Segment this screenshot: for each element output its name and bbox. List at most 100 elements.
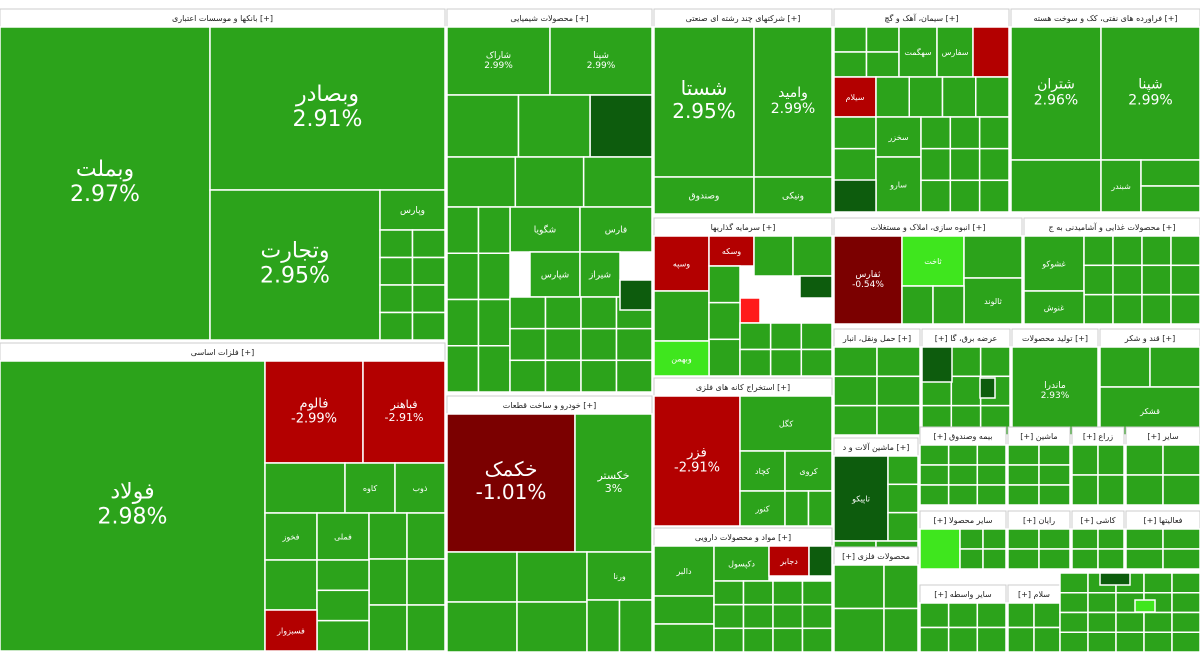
tile-sehgmt[interactable] (898, 26, 938, 78)
inv-a-cell-0-0[interactable] (753, 235, 794, 277)
auto-a-cell-1-0[interactable] (446, 601, 518, 653)
oth-a-cell-0-1[interactable] (1162, 444, 1200, 476)
tile-shpars[interactable] (529, 251, 581, 298)
chem-row2-cell-0-2[interactable] (582, 156, 653, 208)
act-a-cell-0-1[interactable] (1162, 528, 1200, 550)
tile-saro[interactable] (875, 156, 922, 213)
ph-b-cell-0-1[interactable] (742, 580, 774, 606)
agr-a-cell-0-0[interactable] (1071, 444, 1099, 476)
ph-b-cell-2-2[interactable] (772, 627, 804, 653)
ph-b-cell-1-1[interactable] (742, 603, 774, 630)
tile-re-a[interactable] (963, 235, 1023, 279)
cem-dark[interactable] (833, 179, 877, 213)
petro-b-cell-1-0[interactable] (1140, 185, 1200, 213)
tile-a-cell-0-1[interactable] (1097, 528, 1125, 550)
sugar-a-cell-0-0[interactable] (1099, 346, 1151, 388)
auto-a-cell-0-1[interactable] (516, 551, 588, 603)
otp-a-cell-0-1[interactable] (982, 528, 1007, 550)
oth-a-cell-1-1[interactable] (1162, 474, 1200, 506)
cem-b-cell-0-2[interactable] (941, 76, 977, 118)
misc2-a-cell-3-4[interactable] (1171, 631, 1200, 653)
met-b-cell-2-0[interactable] (368, 604, 408, 652)
chem-row1-cell-0-0[interactable] (446, 94, 520, 158)
food-a-cell-0-2[interactable] (1141, 235, 1172, 267)
met-b-cell-2-1[interactable] (406, 604, 446, 652)
cem-a-cell-1-0[interactable] (833, 51, 868, 78)
food-a-cell-2-3[interactable] (1170, 293, 1200, 325)
power-a-cell-1-1[interactable] (950, 375, 982, 407)
misc2-a-cell-0-4[interactable] (1171, 572, 1200, 594)
tile-shiraz[interactable] (579, 251, 621, 298)
tile-varna[interactable] (586, 551, 653, 601)
ins-a-cell-0-0[interactable] (919, 444, 950, 466)
int-a-cell-1-0[interactable] (919, 626, 950, 653)
banks-filler-cell-0-1[interactable] (411, 229, 446, 259)
int-a-cell-0-2[interactable] (976, 602, 1007, 629)
food-a-cell-2-0[interactable] (1083, 293, 1114, 325)
food-a-cell-0-1[interactable] (1112, 235, 1143, 267)
chem-bottom-cell-1-2[interactable] (580, 327, 618, 362)
misc2-a-cell-0-3[interactable] (1143, 572, 1173, 594)
int-a-cell-0-1[interactable] (947, 602, 979, 629)
food-a-cell-2-1[interactable] (1112, 293, 1143, 325)
mach-a-cell-0-0[interactable] (887, 455, 919, 486)
tile-vbahman[interactable] (653, 340, 710, 377)
met-d-cell-1-0[interactable] (316, 589, 370, 622)
comp-a-cell-0-1[interactable] (1038, 528, 1071, 550)
trans-a-cell-1-1[interactable] (876, 375, 921, 407)
tile-sfars2[interactable] (833, 235, 903, 325)
cem-d-cell-2-1[interactable] (949, 179, 981, 213)
tile-sakht[interactable] (901, 235, 965, 287)
power-a-cell-0-2[interactable] (979, 346, 1011, 378)
trans-a-cell-1-0[interactable] (833, 375, 878, 407)
chem-left-cell-0-0[interactable] (446, 206, 480, 254)
tile-fsabzevar[interactable] (264, 609, 318, 652)
inv-d-cell-0-1[interactable] (769, 322, 803, 351)
otp-a-cell-1-0[interactable] (959, 548, 984, 570)
chem-bottom-cell-1-1[interactable] (544, 327, 582, 362)
ins-a-cell-2-1[interactable] (947, 484, 979, 506)
ph-b-cell-1-3[interactable] (801, 603, 833, 630)
sugar-a-cell-0-1[interactable] (1149, 346, 1200, 388)
tile-falum[interactable] (264, 360, 364, 464)
re-b-cell-0-1[interactable] (932, 285, 965, 325)
cem-d-cell-1-1[interactable] (949, 147, 981, 182)
food-a-cell-1-1[interactable] (1112, 264, 1143, 296)
met-a-cell-0-0[interactable] (264, 462, 346, 514)
chem-left-cell-1-0[interactable] (446, 252, 480, 301)
agr-a-cell-1-0[interactable] (1071, 474, 1099, 506)
chem-dark-tile[interactable] (589, 94, 653, 158)
re-b-cell-0-0[interactable] (901, 285, 934, 325)
met-b-cell-0-1[interactable] (406, 512, 446, 560)
ins-a-cell-1-0[interactable] (919, 464, 950, 486)
chem-bottom-cell-0-0[interactable] (509, 296, 547, 330)
misc2-a-cell-2-3[interactable] (1143, 611, 1173, 633)
ins-a-cell-1-2[interactable] (976, 464, 1007, 486)
misc1-a-cell-0-1[interactable] (1033, 602, 1061, 629)
chem-bottom-cell-1-0[interactable] (509, 327, 547, 362)
tile-knour[interactable] (739, 490, 786, 527)
misc2-a-cell-3-1[interactable] (1087, 631, 1117, 653)
ph-b-cell-2-1[interactable] (742, 627, 774, 653)
banks-filler-cell-1-1[interactable] (411, 256, 446, 286)
met-b-cell-1-0[interactable] (368, 558, 408, 606)
auto-b-cell-0-0[interactable] (586, 599, 621, 653)
cem-b-cell-0-0[interactable] (875, 76, 910, 118)
act-a-cell-1-0[interactable] (1125, 548, 1164, 570)
tile-fezar[interactable] (653, 395, 741, 527)
int-a-cell-0-0[interactable] (919, 602, 950, 629)
tile-vomid[interactable] (753, 26, 833, 178)
misc2-bright[interactable] (1134, 599, 1156, 613)
misc2-dark[interactable] (1099, 572, 1131, 586)
tile-vpars[interactable] (379, 189, 446, 231)
misc2-a-cell-0-0[interactable] (1059, 572, 1089, 594)
oth-a-cell-0-0[interactable] (1125, 444, 1164, 476)
tile-shpena[interactable] (549, 26, 653, 96)
cem-b-cell-0-3[interactable] (975, 76, 1010, 118)
auto-b-cell-0-1[interactable] (618, 599, 653, 653)
chem-left-cell-2-1[interactable] (477, 298, 511, 347)
misc2-a-cell-2-1[interactable] (1087, 611, 1117, 633)
misc2-a-cell-1-1[interactable] (1087, 592, 1117, 614)
cem-d-cell-0-0[interactable] (920, 116, 952, 150)
oth-a-cell-1-0[interactable] (1125, 474, 1164, 506)
